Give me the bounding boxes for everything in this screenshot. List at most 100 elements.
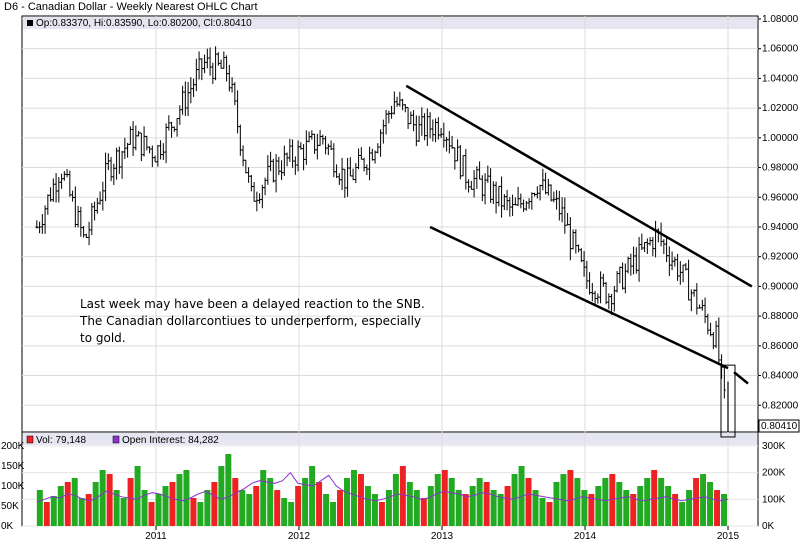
trend-line xyxy=(429,225,729,370)
x-tick-label: 2014 xyxy=(574,531,597,542)
volume-bar xyxy=(204,490,211,526)
volume-bar xyxy=(225,454,232,526)
volume-tick-label-left: 50K xyxy=(1,501,19,512)
volume-bar xyxy=(455,490,462,526)
volume-bar xyxy=(357,474,364,526)
volume-bar xyxy=(567,470,574,526)
volume-bar xyxy=(351,470,357,526)
volume-bar xyxy=(714,490,721,526)
price-tick-label: 1.02000 xyxy=(762,103,799,114)
volume-bar xyxy=(78,498,85,526)
volume-bar xyxy=(581,490,588,526)
volume-bar xyxy=(588,494,595,526)
volume-bar xyxy=(337,490,344,526)
price-tick-label: 1.04000 xyxy=(762,73,799,84)
volume-bar xyxy=(253,486,260,526)
volume-bar xyxy=(497,494,504,526)
volume-bar xyxy=(364,486,371,526)
volume-bar xyxy=(134,466,141,526)
oi-legend-text: Open Interest: 84,282 xyxy=(122,435,219,446)
price-tick-label: 0.98000 xyxy=(762,163,799,174)
price-tick-label: 0.84000 xyxy=(762,371,799,382)
price-tick-label: 1.08000 xyxy=(762,14,799,25)
price-tick-label: 0.94000 xyxy=(762,222,799,233)
open-interest-line xyxy=(36,471,729,503)
volume-tick-label-right: 0K xyxy=(762,521,775,532)
price-tick-label: 1.06000 xyxy=(762,44,799,55)
price-tick-label: 0.86000 xyxy=(762,341,799,352)
volume-bar xyxy=(665,486,672,526)
volume-bar xyxy=(330,502,337,526)
volume-bar xyxy=(546,502,553,526)
last-price-box xyxy=(758,419,800,433)
volume-bar xyxy=(525,478,532,526)
volume-bar xyxy=(420,498,427,526)
volume-bar xyxy=(721,494,727,526)
trend-line xyxy=(405,84,753,288)
price-legend-band xyxy=(23,17,757,29)
volume-bar xyxy=(483,482,490,526)
oi-legend-swatch xyxy=(112,435,120,444)
volume-bar xyxy=(120,498,127,526)
price-tick-label: 0.96000 xyxy=(762,192,799,203)
volume-bar xyxy=(274,490,281,526)
volume-bar xyxy=(427,486,434,526)
volume-bar xyxy=(183,470,190,526)
annotation-line-3: to gold. xyxy=(80,331,126,345)
volume-bar xyxy=(476,478,483,526)
volume-bar xyxy=(602,478,609,526)
analyst-annotation: Last week may have been a delayed reacti… xyxy=(80,296,450,347)
volume-bar xyxy=(616,482,623,526)
volume-bar xyxy=(246,494,253,526)
volume-bar xyxy=(672,494,679,526)
annotation-line-1: Last week may have been a delayed reacti… xyxy=(80,297,425,311)
volume-bar xyxy=(316,482,323,526)
x-tick-label: 2015 xyxy=(717,531,740,542)
volume-bar xyxy=(644,478,651,526)
price-legend-text: Op:0.83370, Hi:0.83590, Lo:0.80200, Cl:0… xyxy=(36,18,252,29)
volume-bar xyxy=(302,478,309,526)
volume-bar xyxy=(707,482,714,526)
volume-bar xyxy=(553,482,560,526)
trend-line-extension xyxy=(733,371,749,385)
last-price-label: 0.80410 xyxy=(761,421,798,432)
volume-bar xyxy=(169,482,176,526)
volume-bar xyxy=(490,490,497,526)
volume-bar xyxy=(99,470,106,526)
volume-bar xyxy=(64,482,71,526)
last-bar-highlight-box xyxy=(720,364,736,438)
vol-legend-swatch xyxy=(26,435,34,444)
volume-bar xyxy=(211,482,218,526)
vol-legend-text: Vol: 79,148 xyxy=(36,435,86,446)
volume-bar xyxy=(127,478,134,526)
volume-bar xyxy=(623,490,630,526)
volume-bar xyxy=(162,486,169,526)
volume-bar xyxy=(462,494,469,526)
volume-tick-label-right: 100K xyxy=(762,494,786,505)
volume-bar xyxy=(658,478,665,526)
volume-bar xyxy=(92,482,99,526)
volume-bar xyxy=(57,486,64,526)
annotation-line-2: The Canadian dollarcontiues to underperf… xyxy=(80,314,422,328)
volume-bar xyxy=(239,490,246,526)
volume-tick-label-left: 150K xyxy=(1,461,25,472)
volume-bar xyxy=(539,498,546,526)
volume-bar xyxy=(281,498,288,526)
volume-bar xyxy=(148,502,155,526)
volume-bar xyxy=(344,478,350,526)
volume-bar xyxy=(232,478,239,526)
volume-tick-label-left: 200K xyxy=(1,441,25,452)
volume-bar xyxy=(630,494,637,526)
volume-bar xyxy=(106,474,113,526)
volume-bar xyxy=(504,486,511,526)
volume-bar xyxy=(686,490,693,526)
price-legend-swatch xyxy=(27,20,33,26)
volume-bar xyxy=(371,494,378,526)
price-panel xyxy=(21,15,759,433)
volume-bar xyxy=(399,466,406,526)
x-tick-label: 2013 xyxy=(431,531,454,542)
x-tick-label: 2012 xyxy=(288,531,311,542)
volume-bar xyxy=(190,498,197,526)
volume-bar xyxy=(288,502,295,526)
volume-bar xyxy=(385,490,392,526)
